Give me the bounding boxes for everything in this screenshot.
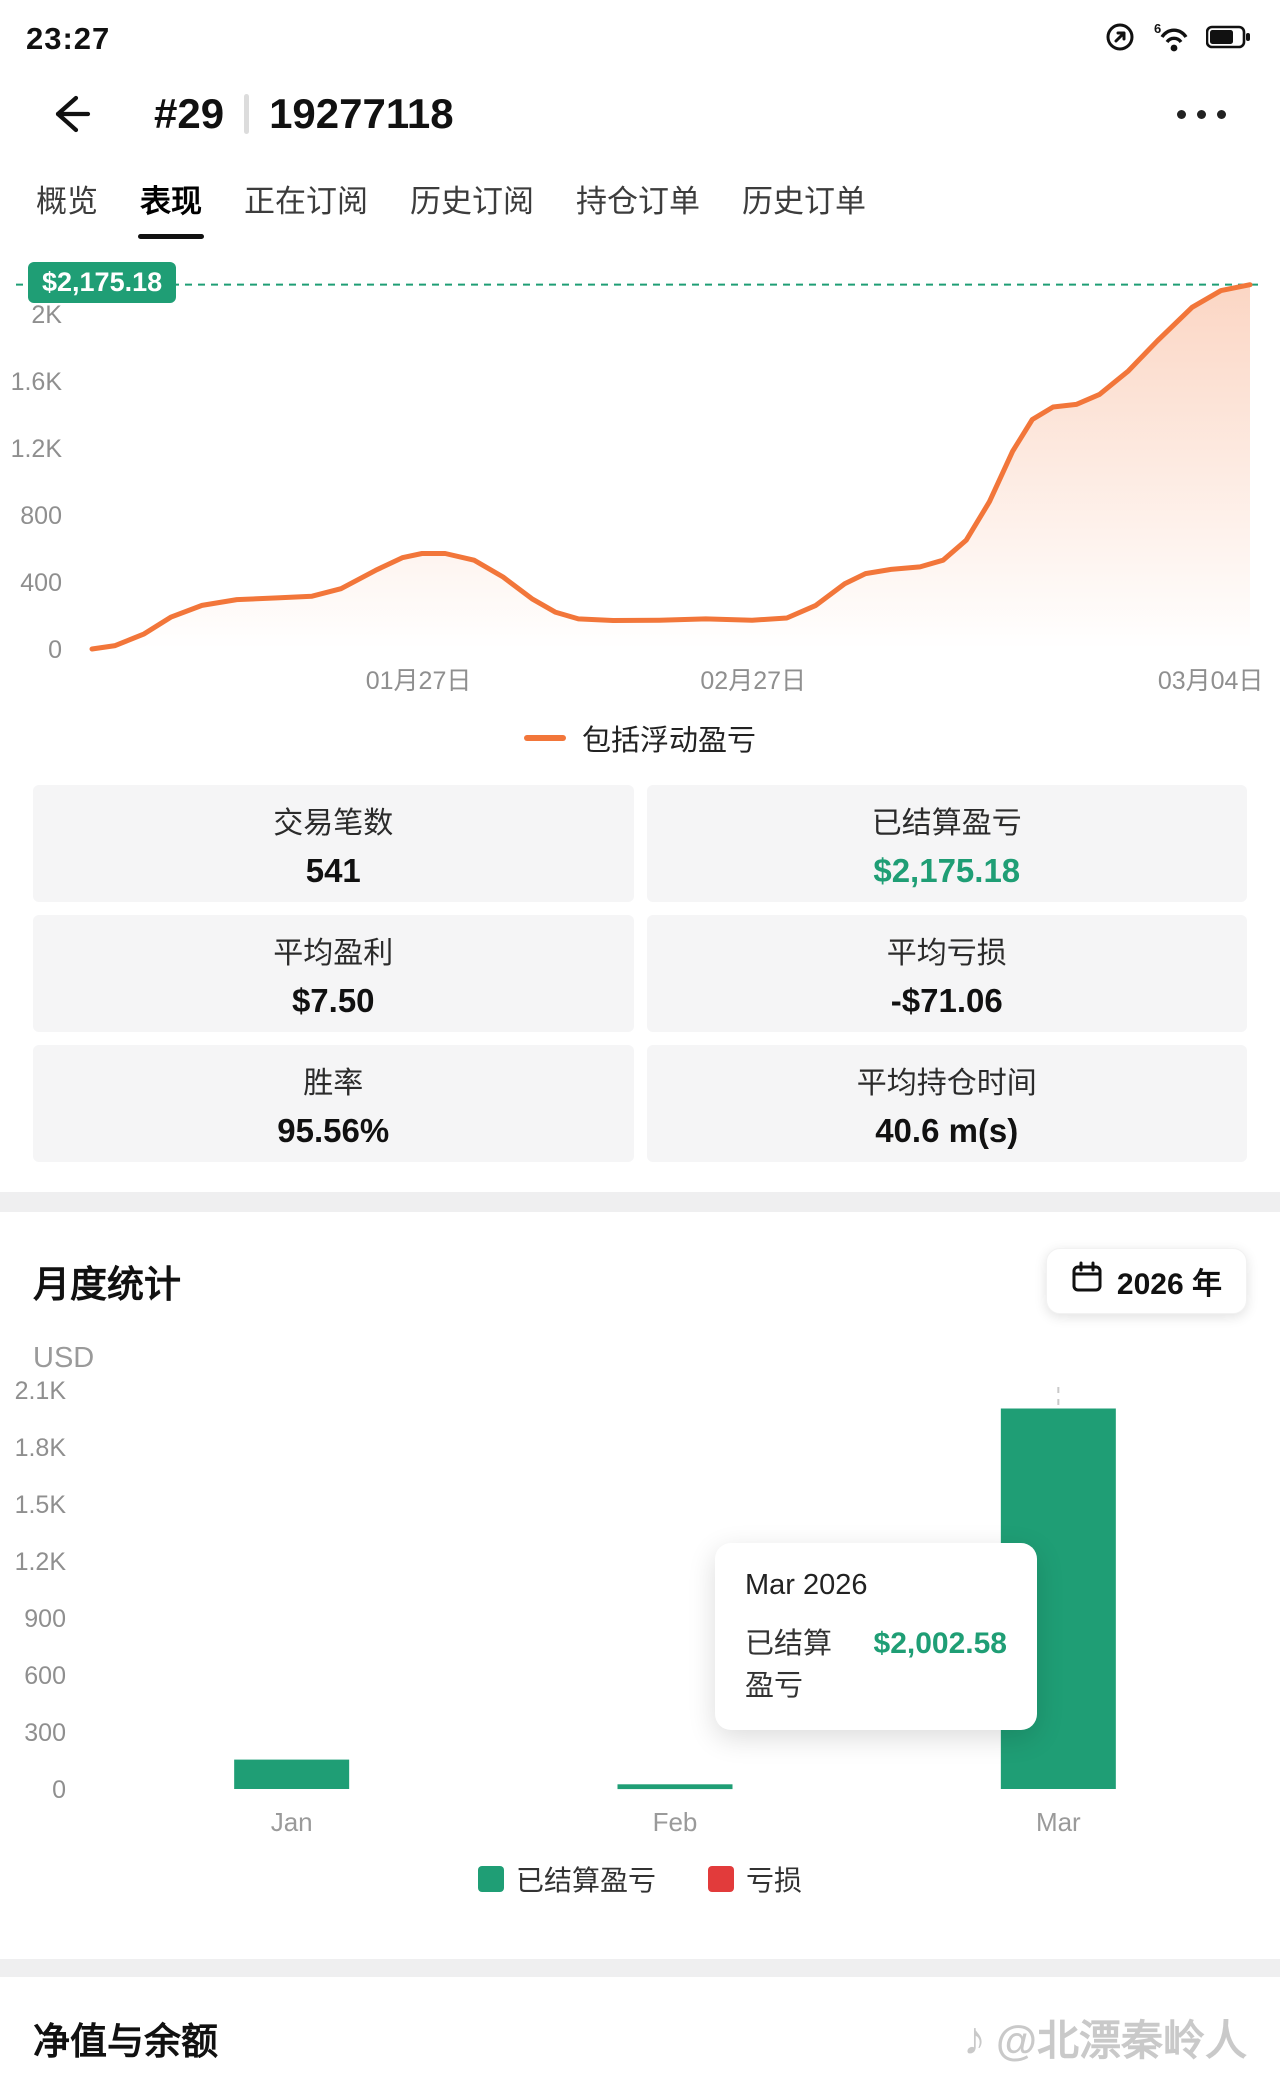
tab-performance[interactable]: 表现 xyxy=(138,176,204,239)
svg-text:Jan: Jan xyxy=(271,1807,313,1837)
page-title: #29 19277118 xyxy=(154,90,454,138)
tooltip-label: 已结算盈亏 xyxy=(745,1628,833,1702)
performance-chart-section: $2,175.18 0 400 800 1.2K 1.6K 2K 01月27日 02月27日 0… xyxy=(0,262,1280,759)
bar-chart-legend: 已结算盈亏 亏损 xyxy=(33,1859,1247,1899)
svg-text:900: 900 xyxy=(24,1605,66,1633)
svg-text:0: 0 xyxy=(52,1776,66,1804)
app-header: #29 19277118 xyxy=(0,62,1280,146)
svg-text:03月04日: 03月04日 xyxy=(1158,667,1264,695)
profit-badge: $2,175.18 xyxy=(28,262,177,303)
monthly-stats-title: 月度统计 xyxy=(33,1264,181,1305)
tab-open-orders[interactable]: 持仓订单 xyxy=(576,184,700,219)
equity-balance-title: 净值与余额 xyxy=(33,2020,218,2062)
svg-text:6: 6 xyxy=(1154,21,1161,36)
stat-avg-profit: 平均盈利 $7.50 xyxy=(33,915,634,1032)
line-chart-legend[interactable]: 包括浮动盈亏 xyxy=(0,717,1280,759)
year-selector-label: 2026 年 xyxy=(1116,1268,1222,1301)
stat-avg-loss: 平均亏损 -$71.06 xyxy=(646,915,1247,1032)
monthly-bar-chart[interactable]: 0 300 600 900 1.2K 1.5K 1.8K 2.1K Jan Feb Mar xyxy=(0,1381,1280,1851)
svg-text:1.8K: 1.8K xyxy=(15,1434,67,1462)
svg-text:1.6K: 1.6K xyxy=(11,368,63,396)
svg-text:2.1K: 2.1K xyxy=(15,1381,67,1405)
status-icons: 6 xyxy=(1104,21,1250,58)
status-bar: 23:27 6 xyxy=(0,0,1280,62)
svg-text:Mar: Mar xyxy=(1036,1807,1081,1837)
tab-history-subscription[interactable]: 历史订阅 xyxy=(410,184,534,219)
more-options-icon[interactable] xyxy=(1167,100,1236,129)
account-id: #29 xyxy=(154,90,225,137)
svg-text:Feb: Feb xyxy=(653,1807,698,1837)
stat-trades-count: 交易笔数 541 xyxy=(33,785,634,902)
legend-loss-swatch xyxy=(708,1866,734,1892)
svg-text:300: 300 xyxy=(24,1719,66,1747)
legend-settled-swatch xyxy=(477,1866,504,1892)
monthly-stats-section: 月度统计 2026 年 USD 0 300 600 900 1.2K 1.5K 1.8K 2.… xyxy=(0,1248,1280,1899)
svg-text:1.2K: 1.2K xyxy=(11,435,63,463)
tooltip-value: $2,002.58 xyxy=(873,1627,1007,1660)
svg-text:02月27日: 02月27日 xyxy=(700,667,806,695)
stats-grid: 交易笔数 541 已结算盈亏 $2,175.18 平均盈利 $7.50 平均亏损… xyxy=(33,785,1247,1162)
svg-text:1.5K: 1.5K xyxy=(15,1491,67,1519)
legend-loss[interactable]: 亏损 xyxy=(708,1859,802,1899)
svg-text:800: 800 xyxy=(20,502,62,530)
tooltip-title: Mar 2026 xyxy=(745,1569,868,1601)
legend-line-label: 包括浮动盈亏 xyxy=(581,725,756,757)
stat-settled-pl: 已结算盈亏 $2,175.18 xyxy=(646,785,1247,902)
section-divider-2 xyxy=(0,1959,1280,1977)
svg-text:0: 0 xyxy=(48,636,62,664)
battery-icon xyxy=(1205,25,1250,54)
title-divider xyxy=(244,94,250,134)
status-time: 23:27 xyxy=(26,21,111,56)
tab-history-orders[interactable]: 历史订单 xyxy=(742,184,866,219)
year-selector-button[interactable]: 2026 年 xyxy=(1045,1248,1247,1314)
svg-text:400: 400 xyxy=(20,569,62,597)
svg-text:01月27日: 01月27日 xyxy=(366,667,472,695)
stat-win-rate: 胜率 95.56% xyxy=(33,1045,634,1162)
data-saver-icon xyxy=(1104,21,1136,58)
legend-line-swatch xyxy=(523,735,566,741)
watermark-text: @北漂秦岭人 xyxy=(996,2017,1247,2064)
watermark: ♪ @北漂秦岭人 xyxy=(963,2007,1247,2068)
account-number: 19277118 xyxy=(269,90,454,137)
performance-line-chart[interactable]: 0 400 800 1.2K 1.6K 2K 01月27日 02月27日 03月04日 xyxy=(0,275,1280,711)
currency-label: USD xyxy=(33,1342,95,1374)
svg-text:2K: 2K xyxy=(31,301,62,329)
back-button[interactable] xyxy=(44,88,96,140)
svg-text:600: 600 xyxy=(24,1662,66,1690)
wifi-icon: 6 xyxy=(1152,21,1190,58)
monthly-bar-chart-wrap: 0 300 600 900 1.2K 1.5K 1.8K 2.1K Jan Feb Mar Mar … xyxy=(0,1381,1280,1851)
tab-bar: 概览 表现 正在订阅 历史订阅 持仓订单 历史订单 xyxy=(0,146,1280,239)
section-divider xyxy=(0,1192,1280,1212)
tab-overview[interactable]: 概览 xyxy=(36,184,98,219)
bar-chart-tooltip: Mar 2026 已结算盈亏 $2,002.58 xyxy=(715,1543,1037,1730)
page-footer: 净值与余额 ♪ @北漂秦岭人 xyxy=(0,1977,1280,2098)
legend-settled-pl[interactable]: 已结算盈亏 xyxy=(477,1859,656,1899)
calendar-icon xyxy=(1071,1261,1103,1301)
watermark-logo-icon: ♪ xyxy=(963,2011,987,2064)
tab-subscribing[interactable]: 正在订阅 xyxy=(244,184,368,219)
stat-avg-holding-time: 平均持仓时间 40.6 m(s) xyxy=(646,1045,1247,1162)
svg-text:1.2K: 1.2K xyxy=(15,1548,67,1576)
